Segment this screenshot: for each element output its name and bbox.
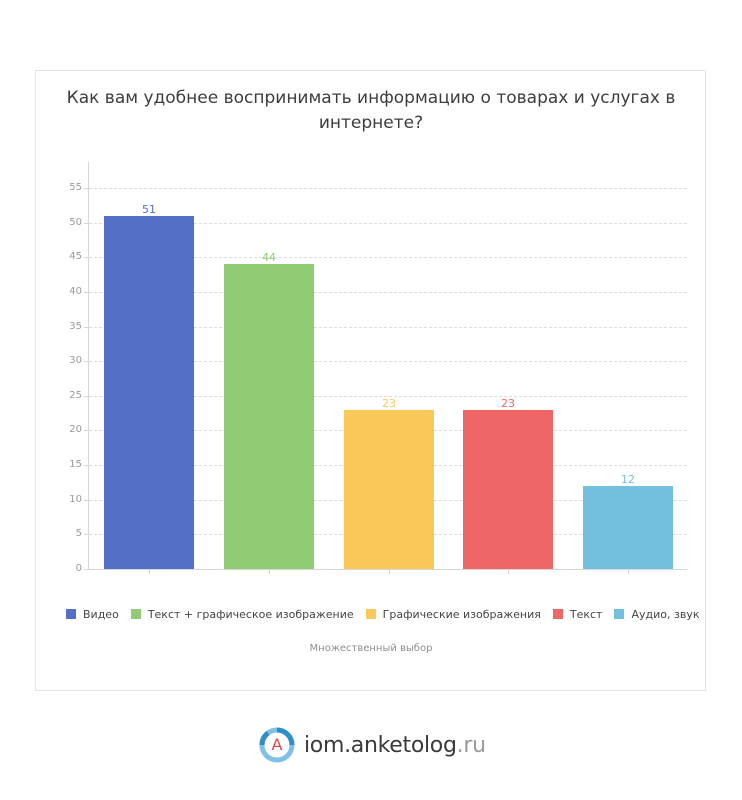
legend-label: Аудио, звук	[631, 607, 700, 621]
legend-swatch-icon	[365, 609, 376, 619]
legend-item[interactable]: Графические изображения	[365, 607, 541, 621]
bar-2[interactable]	[224, 264, 314, 569]
bar-3[interactable]	[344, 410, 434, 569]
bar-1[interactable]	[104, 216, 194, 569]
y-tick-mark	[84, 188, 88, 189]
y-axis	[88, 162, 89, 570]
bar-value-label: 12	[621, 473, 635, 486]
y-tick-mark	[84, 465, 88, 466]
gridline	[89, 257, 687, 258]
chart-title-line-2: интернете?	[318, 113, 424, 133]
x-tick-mark	[628, 570, 629, 574]
chart-footnote: Множественный выбор	[309, 643, 433, 654]
y-tick-mark	[84, 292, 88, 293]
y-tick-label: 35	[69, 321, 82, 332]
chart-title: Как вам удобнее воспринимать информацию …	[0, 86, 742, 136]
y-tick-mark	[84, 500, 88, 501]
y-tick-label: 25	[69, 390, 82, 401]
gridline	[89, 361, 687, 362]
x-tick-mark	[269, 570, 270, 574]
y-tick-mark	[84, 327, 88, 328]
gridline	[89, 327, 687, 328]
y-tick-mark	[84, 396, 88, 397]
legend-label: Графические изображения	[382, 607, 541, 621]
bar-value-label: 44	[262, 251, 276, 264]
gridline	[89, 223, 687, 224]
logo-tld: .ru	[456, 732, 486, 758]
y-tick-mark	[84, 430, 88, 431]
legend-label: Текст + графическое изображение	[147, 607, 354, 621]
y-tick-label: 0	[75, 563, 82, 574]
bar-value-label: 23	[382, 397, 396, 410]
legend-item[interactable]: Текст	[552, 607, 603, 621]
logo-letter: A	[271, 735, 283, 754]
x-tick-mark	[149, 570, 150, 574]
y-tick-label: 45	[69, 251, 82, 262]
gridline	[89, 188, 687, 189]
y-tick-label: 30	[69, 355, 82, 366]
x-tick-mark	[508, 570, 509, 574]
logo-text: iom.anketolog.ru	[304, 733, 486, 758]
y-tick-label: 20	[69, 424, 82, 435]
chart-legend: Видео Текст + графическое изображение Граф…	[66, 606, 711, 622]
y-tick-mark	[84, 569, 88, 570]
plot-area: 0 5 10 15 20 25 30 35 40 45 50 55 51 44 23 23 12	[69, 162, 687, 574]
legend-item[interactable]: Текст + графическое изображение	[130, 607, 354, 621]
legend-swatch-icon	[66, 609, 76, 619]
brand-logo[interactable]: A iom.anketolog.ru	[258, 726, 486, 764]
logo-main: iom.anketolog	[304, 732, 457, 758]
legend-swatch-icon	[130, 609, 141, 619]
legend-label: Видео	[83, 607, 119, 621]
y-tick-mark	[84, 361, 88, 362]
gridline	[89, 292, 687, 293]
y-tick-label: 55	[69, 182, 82, 193]
legend-item[interactable]: Аудио, звук	[614, 608, 699, 621]
x-tick-mark	[389, 570, 390, 574]
legend-item[interactable]: Видео	[66, 608, 119, 621]
legend-label: Текст	[569, 607, 603, 621]
y-tick-label: 10	[69, 494, 82, 505]
chart-title-line-1: Как вам удобнее воспринимать информацию …	[66, 88, 676, 108]
y-tick-label: 40	[69, 286, 82, 297]
anketolog-logo-icon: A	[258, 726, 296, 764]
gridline	[89, 396, 687, 397]
bar-value-label: 23	[501, 397, 515, 410]
bar-5[interactable]	[583, 486, 673, 569]
legend-swatch-icon	[552, 609, 563, 619]
legend-swatch-icon	[614, 609, 625, 619]
y-tick-label: 50	[69, 217, 82, 228]
x-axis	[88, 569, 687, 570]
y-tick-mark	[84, 223, 88, 224]
bar-value-label: 51	[142, 203, 156, 216]
bar-4[interactable]	[463, 410, 553, 569]
y-tick-label: 15	[69, 459, 82, 470]
y-tick-label: 5	[75, 528, 82, 539]
y-tick-mark	[84, 257, 88, 258]
y-tick-mark	[84, 534, 88, 535]
